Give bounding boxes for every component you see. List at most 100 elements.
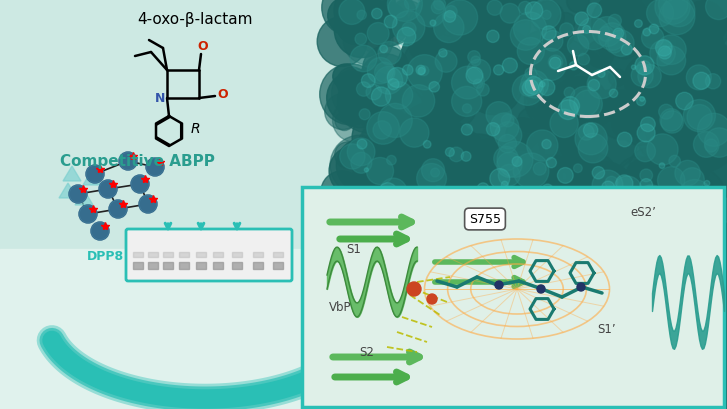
Circle shape [557, 13, 575, 32]
Circle shape [391, 184, 410, 203]
Circle shape [550, 194, 569, 213]
Text: 4-oxo-β-lactam: 4-oxo-β-lactam [137, 12, 253, 27]
Circle shape [577, 110, 638, 171]
Circle shape [379, 179, 407, 206]
Circle shape [569, 137, 590, 158]
Circle shape [366, 85, 382, 101]
Circle shape [442, 85, 459, 103]
Circle shape [433, 183, 482, 231]
Circle shape [692, 22, 710, 40]
Circle shape [561, 97, 579, 116]
Circle shape [337, 9, 358, 30]
Circle shape [381, 189, 409, 216]
Circle shape [412, 47, 465, 99]
Circle shape [582, 27, 590, 34]
Circle shape [673, 155, 709, 190]
Circle shape [490, 114, 519, 142]
Circle shape [517, 38, 545, 65]
Bar [196, 252, 206, 257]
Circle shape [575, 164, 595, 184]
Circle shape [564, 88, 574, 99]
Circle shape [704, 181, 710, 187]
Circle shape [388, 0, 433, 43]
Circle shape [697, 128, 727, 158]
Circle shape [428, 167, 467, 205]
Circle shape [422, 79, 470, 126]
Circle shape [525, 3, 543, 20]
Circle shape [574, 91, 603, 119]
Circle shape [595, 91, 626, 122]
Circle shape [418, 68, 425, 75]
Circle shape [600, 193, 624, 217]
Circle shape [367, 58, 393, 85]
Circle shape [407, 56, 442, 90]
Circle shape [139, 196, 157, 213]
Circle shape [328, 0, 364, 35]
Circle shape [583, 124, 598, 138]
Circle shape [337, 139, 391, 193]
Circle shape [598, 27, 614, 42]
Circle shape [339, 87, 381, 128]
Circle shape [340, 144, 365, 170]
Circle shape [438, 94, 460, 116]
Circle shape [635, 56, 654, 76]
FancyArrowPatch shape [334, 372, 406, 382]
Circle shape [530, 202, 562, 234]
Circle shape [659, 0, 688, 20]
Circle shape [704, 139, 718, 153]
Circle shape [146, 159, 164, 177]
Circle shape [359, 110, 370, 120]
Text: N: N [155, 92, 165, 105]
Circle shape [371, 88, 390, 107]
Circle shape [649, 25, 659, 35]
Circle shape [409, 11, 434, 36]
Circle shape [592, 173, 635, 216]
Circle shape [531, 160, 561, 188]
Circle shape [635, 186, 668, 218]
Circle shape [131, 175, 149, 193]
Circle shape [446, 7, 481, 41]
Circle shape [109, 200, 127, 218]
Text: VbP: VbP [329, 301, 351, 314]
Circle shape [640, 197, 694, 252]
Circle shape [459, 0, 510, 37]
Circle shape [422, 159, 445, 182]
Circle shape [385, 144, 413, 172]
Circle shape [364, 3, 409, 47]
Circle shape [518, 2, 531, 16]
Circle shape [521, 71, 548, 99]
Circle shape [446, 148, 454, 157]
Circle shape [596, 196, 613, 213]
Circle shape [637, 8, 668, 39]
Circle shape [419, 67, 429, 76]
Circle shape [427, 198, 473, 243]
Bar [273, 262, 283, 270]
Circle shape [414, 197, 443, 227]
Circle shape [550, 198, 590, 238]
Circle shape [696, 77, 723, 104]
Circle shape [658, 58, 712, 112]
Circle shape [622, 157, 680, 216]
Circle shape [461, 152, 471, 162]
Circle shape [361, 74, 375, 88]
Circle shape [637, 125, 655, 143]
Circle shape [435, 51, 457, 73]
Text: O: O [198, 40, 209, 53]
Circle shape [378, 104, 412, 138]
Circle shape [498, 165, 520, 187]
Circle shape [550, 104, 576, 129]
Circle shape [406, 203, 426, 224]
Circle shape [565, 51, 603, 89]
Circle shape [367, 63, 386, 83]
Circle shape [429, 82, 440, 93]
Circle shape [537, 285, 545, 293]
Circle shape [635, 142, 656, 162]
Circle shape [513, 13, 547, 46]
Circle shape [624, 56, 674, 105]
Circle shape [360, 55, 411, 106]
Circle shape [374, 111, 400, 137]
Circle shape [366, 158, 393, 185]
Circle shape [357, 140, 367, 150]
Circle shape [455, 0, 500, 26]
Circle shape [694, 132, 719, 158]
